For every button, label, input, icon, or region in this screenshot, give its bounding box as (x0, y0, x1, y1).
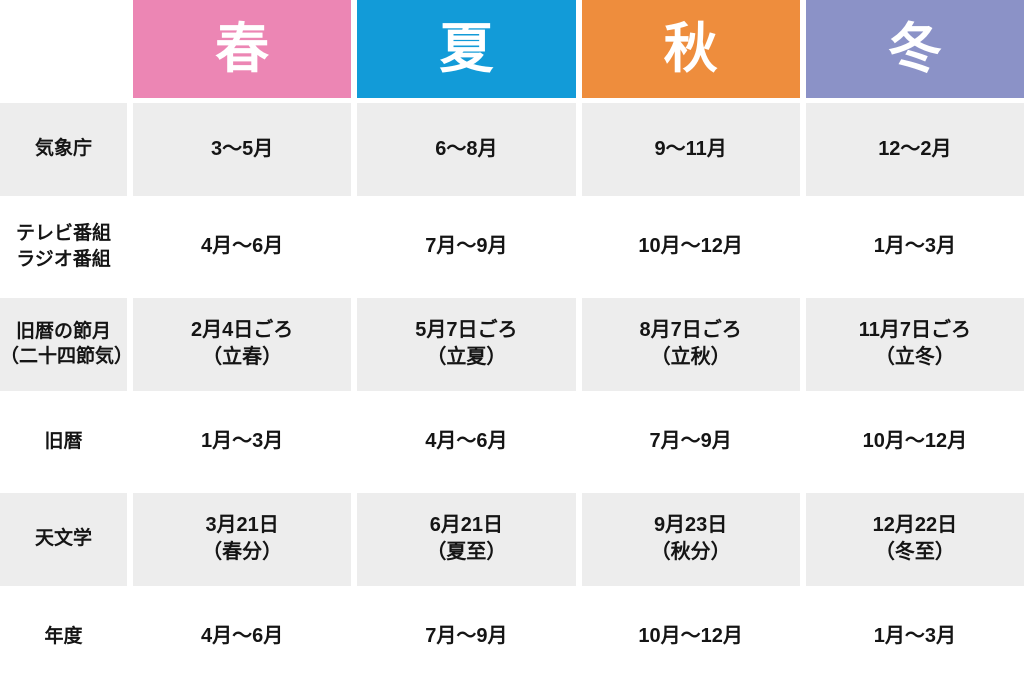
table-cell-line: 7月〜9月 (425, 235, 508, 258)
season-header-label: 冬 (887, 19, 942, 79)
table-cell: 1月〜3月 (805, 590, 1024, 683)
row-label: 気象庁 (0, 103, 127, 196)
table-cell-line: 1月〜3月 (873, 625, 956, 648)
row-label: 年度 (0, 590, 127, 683)
table-cell-line: 4月〜6月 (425, 430, 508, 453)
table-cell: 4月〜6月 (133, 590, 352, 683)
table-cell: 12月22日 （冬至） (805, 493, 1024, 586)
row-label-line: 気象庁 (34, 138, 92, 160)
row-label: テレビ番組ラジオ番組 (0, 200, 127, 293)
table-cell-line: 7月〜9月 (425, 625, 508, 648)
table-cell-line: （秋分） (650, 541, 731, 564)
row-label-line: テレビ番組 (15, 223, 111, 245)
table-cell: 10月〜12月 (581, 200, 800, 293)
row-label-line: 天文学 (34, 528, 92, 550)
table-cell-line: 4月〜6月 (201, 625, 284, 648)
table-cell: 7月〜9月 (357, 200, 576, 293)
table-cell: 2月4日ごろ （立春） (133, 298, 352, 391)
table-cell-line: 6〜8月 (435, 137, 498, 160)
table-cell: 7月〜9月 (581, 395, 800, 488)
table-cell-line: 4月〜6月 (201, 235, 284, 258)
table-cell: 1月〜3月 (133, 395, 352, 488)
season-header-autumn: 秋 (581, 0, 800, 98)
table-cell: 1月〜3月 (805, 200, 1024, 293)
table-cell-line: 3〜5月 (211, 137, 274, 160)
table-cell: 3月21日 （春分） (133, 493, 352, 586)
table-cell-line: 10月〜12月 (638, 625, 743, 648)
table-cell: 8月7日ごろ （立秋） (581, 298, 800, 391)
season-header-label: 秋 (663, 19, 718, 79)
row-label-line: 旧暦 (44, 430, 83, 452)
table-cell: 6月21日 （夏至） (357, 493, 576, 586)
table-cell-line: （立春） (202, 346, 283, 369)
table-cell-line: 10月〜12月 (862, 430, 968, 453)
row-label: 旧暦の節月 （二十四節気） (0, 298, 134, 391)
table-cell-line: 2月4日ごろ (191, 319, 294, 342)
table-cell: 4月〜6月 (133, 200, 352, 293)
table-cell-line: 1月〜3月 (873, 235, 956, 258)
table-cell: 10月〜12月 (581, 590, 800, 683)
table-cell-line: 12月22日 (872, 514, 958, 537)
table-cell: 9月23日 （秋分） (581, 493, 800, 586)
table-cell: 7月〜9月 (357, 590, 576, 683)
row-label: 旧暦 (0, 395, 127, 488)
season-header-label: 夏 (439, 19, 494, 79)
table-cell-line: （立冬） (874, 346, 955, 369)
table-cell-line: 3月21日 (205, 514, 279, 537)
table-cell-line: （春分） (202, 541, 283, 564)
row-label-line: ラジオ番組 (16, 248, 111, 270)
table-cell: 5月7日ごろ （立夏） (357, 298, 576, 391)
table-cell: 12〜2月 (805, 103, 1024, 196)
table-cell-line: （立夏） (426, 346, 507, 369)
table-cell-line: 5月7日ごろ (415, 319, 518, 342)
row-label-line: 旧暦の節月 (15, 320, 111, 342)
table-cell-line: 9月23日 (653, 514, 728, 537)
table-cell-line: 6月21日 (429, 514, 504, 537)
season-header-winter: 冬 (805, 0, 1024, 98)
table-cell: 3〜5月 (133, 103, 352, 196)
season-header-summer: 夏 (357, 0, 576, 98)
table-cell: 11月7日ごろ （立冬） (805, 298, 1024, 391)
season-header-spring: 春 (133, 0, 352, 98)
season-header-label: 春 (215, 19, 270, 79)
table-cell-line: 8月7日ごろ (639, 319, 742, 342)
table-cell-line: （夏至） (426, 541, 507, 564)
corner-cell (0, 0, 127, 98)
row-label: 天文学 (0, 493, 127, 586)
table-cell-line: 11月7日ごろ (858, 319, 971, 342)
table-cell-line: （立秋） (650, 346, 731, 369)
table-cell-line: 10月〜12月 (638, 235, 743, 258)
row-label-line: 年度 (44, 625, 83, 647)
table-cell-line: （冬至） (874, 541, 955, 564)
row-label-line: （二十四節気） (0, 346, 134, 368)
table-cell-line: 9〜11月 (654, 137, 727, 160)
table-cell-line: 1月〜3月 (201, 430, 284, 453)
table-cell: 6〜8月 (357, 103, 576, 196)
table-cell-line: 7月〜9月 (649, 430, 732, 453)
table-cell: 4月〜6月 (357, 395, 576, 488)
table-cell: 9〜11月 (581, 103, 800, 196)
table-cell-line: 12〜2月 (878, 137, 952, 160)
table-cell: 10月〜12月 (805, 395, 1024, 488)
